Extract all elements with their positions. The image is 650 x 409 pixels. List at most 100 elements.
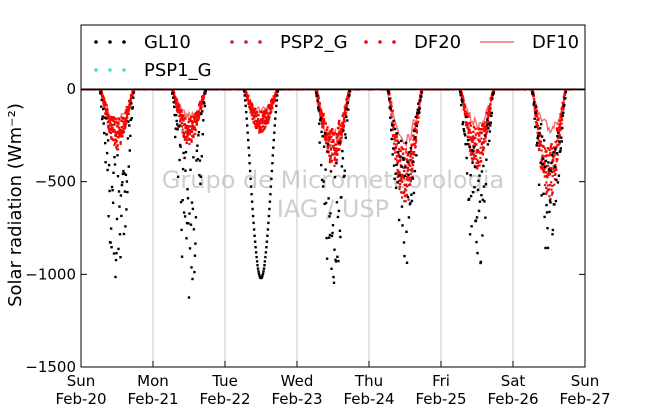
gl10-point: [110, 246, 113, 249]
gl10-point: [337, 209, 341, 213]
psp2_g-point: [547, 165, 550, 168]
gl10-point: [401, 224, 404, 227]
df20-point: [126, 113, 129, 116]
gl10-point: [120, 183, 124, 187]
df20-point: [190, 130, 194, 134]
gl10-point: [103, 116, 106, 119]
psp2_g-point: [185, 131, 188, 134]
psp2_g-point: [194, 132, 197, 135]
df20-point: [539, 144, 542, 147]
df20-point: [191, 120, 195, 124]
df20-point: [398, 148, 401, 151]
gl10-point: [181, 199, 184, 202]
df20-point: [464, 110, 467, 113]
gl10-point: [189, 223, 193, 226]
psp2_g-point: [470, 157, 473, 160]
df20-point: [333, 132, 336, 135]
df20-point: [547, 188, 551, 191]
gl10-point: [173, 113, 176, 117]
psp2_g-point: [119, 140, 122, 144]
df20-point: [192, 135, 195, 139]
psp2_g-point: [395, 143, 398, 146]
psp2_g-point: [537, 144, 540, 147]
psp2_g-point: [337, 142, 340, 145]
psp2_g-point: [179, 123, 182, 126]
df20-point: [105, 110, 108, 114]
gl10-point: [404, 166, 407, 169]
df20-point: [326, 126, 329, 129]
df20-point: [266, 115, 269, 118]
psp2_g-point: [183, 132, 186, 135]
df20-point: [268, 112, 271, 115]
psp2_g-point: [546, 189, 549, 192]
gl10-point: [489, 121, 492, 124]
gl10-point: [482, 185, 486, 188]
psp2_g-point: [330, 147, 333, 150]
df20-point: [181, 117, 185, 120]
gl10-point: [327, 236, 331, 239]
gl10-point: [555, 178, 558, 182]
df20-point: [253, 109, 256, 113]
df20-point: [121, 135, 124, 138]
df20-point: [274, 94, 277, 97]
gl10-point: [111, 189, 114, 192]
gl10-point: [322, 180, 325, 183]
gl10-point: [109, 227, 113, 230]
gl10-point: [264, 251, 268, 254]
gl10-point: [260, 275, 264, 279]
legend-swatch-dot: [244, 40, 248, 44]
gl10-point: [555, 152, 559, 155]
psp2_g-point: [103, 105, 106, 108]
gl10-point: [266, 228, 270, 231]
gl10-point: [414, 115, 418, 119]
gl10-point: [390, 137, 393, 141]
psp2_g-point: [402, 177, 405, 180]
df20-point: [346, 96, 349, 100]
gl10-point: [267, 214, 271, 218]
gl10-point: [489, 124, 492, 127]
gl10-point: [198, 159, 202, 162]
gl10-point: [393, 177, 396, 180]
gl10-point: [121, 172, 125, 176]
gl10-point: [321, 135, 324, 138]
gl10-point: [270, 169, 274, 173]
df20-point: [536, 131, 539, 135]
df20-point: [470, 136, 473, 139]
df20-point: [475, 165, 478, 169]
df20-point: [492, 89, 495, 92]
psp2_g-point: [403, 190, 406, 193]
psp2_g-point: [124, 125, 127, 128]
df20-point: [411, 151, 414, 154]
gl10-point: [469, 194, 473, 198]
df20-point: [322, 112, 325, 116]
psp2_g-point: [254, 112, 257, 115]
gl10-point: [490, 111, 493, 115]
df20-point: [408, 183, 412, 186]
df20-point: [257, 113, 260, 117]
psp2_g-point: [190, 129, 193, 132]
gl10-point: [481, 234, 484, 237]
plot-frame: [80, 88, 586, 368]
df20-point: [123, 117, 126, 120]
df20-point: [190, 115, 193, 119]
gl10-point: [344, 136, 347, 139]
gl10-point: [344, 133, 347, 136]
gl10-point: [321, 185, 325, 188]
df20-point: [468, 128, 471, 132]
gl10-point: [176, 175, 180, 178]
gl10-point: [319, 119, 322, 122]
gl10-point: [335, 201, 339, 204]
df20-point: [339, 132, 342, 135]
psp2_g-point: [470, 151, 473, 154]
df20-point: [541, 166, 544, 170]
gl10-point: [537, 183, 541, 186]
df20-point: [330, 131, 334, 134]
df20-point: [197, 114, 201, 117]
df20-point: [201, 101, 204, 104]
gl10-point: [102, 122, 105, 125]
df20-point: [413, 127, 416, 130]
df20-point: [418, 100, 421, 104]
df20-point: [415, 131, 419, 134]
df20-point: [564, 89, 567, 93]
gl10-point: [550, 153, 554, 157]
